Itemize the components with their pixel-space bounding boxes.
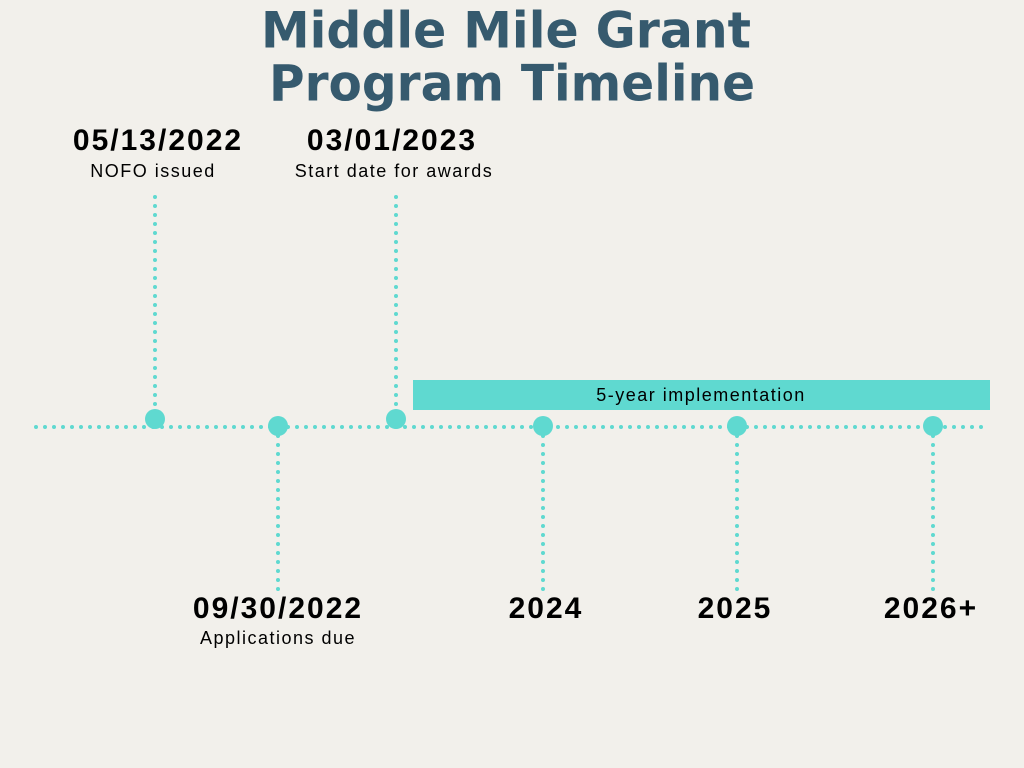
event-node bbox=[533, 416, 553, 436]
title-line: Middle Mile Grant bbox=[261, 2, 751, 60]
event-date: 2025 bbox=[698, 592, 773, 625]
implementation-band bbox=[413, 380, 990, 410]
event-node bbox=[727, 416, 747, 436]
title-line: Program Timeline bbox=[269, 55, 755, 113]
event-node bbox=[145, 409, 165, 429]
event-node bbox=[386, 409, 406, 429]
event-date: 05/13/2022 bbox=[73, 124, 243, 157]
event-node bbox=[923, 416, 943, 436]
event-date: 03/01/2023 bbox=[307, 124, 477, 157]
event-date: 2026+ bbox=[884, 592, 978, 625]
band-label: 5-year implementation bbox=[596, 385, 806, 405]
event-label: NOFO issued bbox=[90, 161, 216, 181]
event-label: Applications due bbox=[200, 628, 356, 648]
event-node bbox=[268, 416, 288, 436]
event-label: Start date for awards bbox=[295, 161, 494, 181]
event-date: 09/30/2022 bbox=[193, 592, 363, 625]
event-date: 2024 bbox=[509, 592, 584, 625]
